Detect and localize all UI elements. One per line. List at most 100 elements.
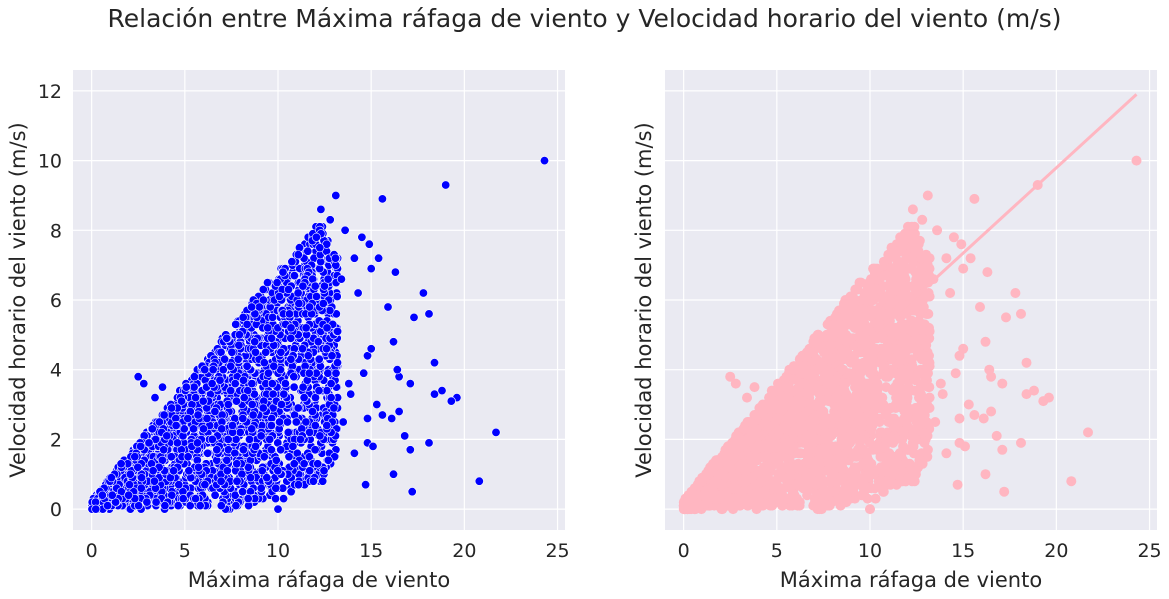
data-point [217,424,227,434]
data-point [881,458,892,469]
x-tick-label: 5 [179,540,191,562]
data-point [858,444,869,455]
data-point [286,323,296,333]
data-point [256,483,266,493]
data-point [227,347,237,357]
data-point [315,431,325,441]
data-point [262,473,272,483]
y-tick-label: 6 [50,290,62,312]
data-point [271,455,281,465]
data-point [215,375,225,385]
data-point [323,274,333,284]
data-point [298,382,308,392]
data-point [319,281,329,291]
data-point [200,480,210,490]
data-point [357,232,367,242]
data-point [272,278,282,288]
data-point [875,427,886,438]
data-point [878,256,889,267]
data-point [301,323,311,333]
data-point [323,455,333,465]
data-point [313,459,323,469]
data-point [207,379,217,389]
data-point [167,490,177,500]
data-point [418,288,428,298]
data-point [160,501,170,511]
data-point [154,417,164,427]
x-tick-label: 5 [771,540,783,562]
data-point [106,473,116,483]
data-point [332,358,342,368]
data-point [273,504,283,514]
data-point [316,204,326,214]
data-point [876,451,886,462]
data-point [276,445,286,455]
data-point [116,459,126,469]
data-point [881,270,892,281]
x-tick-label: 15 [359,540,383,562]
data-point [286,333,296,343]
data-point [924,357,935,368]
data-point [286,354,296,364]
y-axis-label: Velocidad horario del viento (m/s) [632,122,656,477]
data-point [232,459,242,469]
data-point [276,399,286,409]
data-point [284,452,294,462]
data-point [405,445,415,455]
data-point [280,379,290,389]
data-point [400,431,410,441]
data-point [318,476,328,486]
data-point [911,465,921,476]
data-point [193,438,203,448]
data-point [869,483,880,494]
data-point [259,358,269,368]
data-point [304,368,314,378]
data-point [881,382,892,393]
data-point [174,480,184,490]
data-point [359,368,369,378]
data-point [765,500,776,511]
x-tick-label: 20 [452,540,476,562]
data-point [171,420,181,430]
data-point [242,319,252,329]
data-point [271,494,281,504]
data-point [859,312,870,323]
x-tick-label: 25 [1137,540,1161,562]
data-point [781,382,792,393]
data-point [151,497,161,507]
data-point [923,368,933,379]
data-point [896,427,907,438]
data-point [216,501,226,511]
data-point [319,466,329,476]
data-point [207,434,217,444]
data-point [303,351,313,361]
data-point [194,462,204,472]
data-point [162,431,172,441]
data-point [902,444,913,455]
data-point [189,372,199,382]
data-point [848,430,859,441]
data-point [245,434,255,444]
data-point [315,243,325,253]
data-point [242,361,252,371]
data-point [906,242,917,253]
data-point [133,372,143,382]
data-point [310,281,320,291]
data-point [297,344,307,354]
data-point [91,504,101,514]
data-point [239,393,249,403]
data-point [263,323,273,333]
data-point [330,253,340,263]
data-point [392,365,402,375]
data-point [377,194,387,204]
data-point [311,291,321,301]
data-point [231,501,241,511]
x-tick-label: 10 [266,540,290,562]
data-point [313,337,323,347]
data-point [366,264,376,274]
scatter-points [678,155,1142,515]
data-point [183,452,193,462]
data-point [340,225,350,235]
data-point [282,417,292,427]
